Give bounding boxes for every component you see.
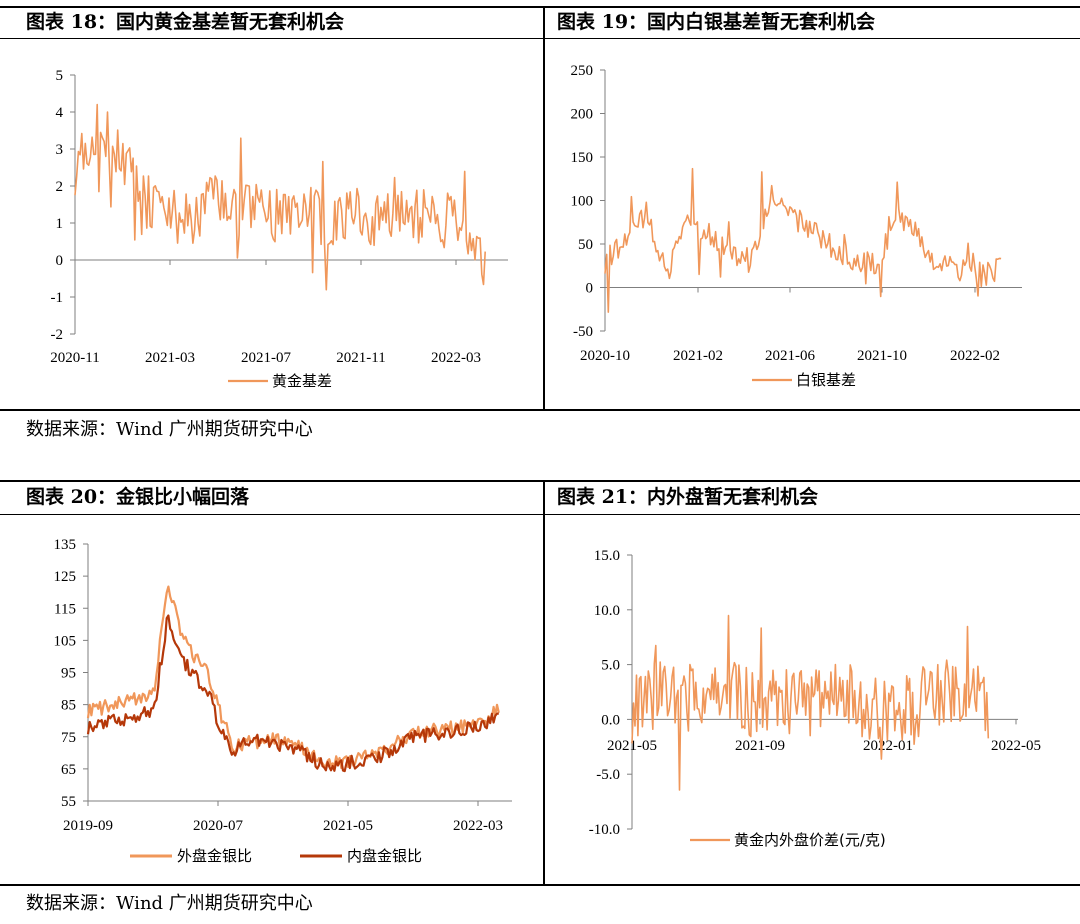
x-tick-label: 2022-03 [431, 350, 481, 366]
y-tick-label: 75 [61, 730, 76, 746]
x-tick-label: 2021-05 [607, 738, 657, 754]
row2-divider [543, 480, 545, 885]
row2-top-border [0, 480, 1080, 482]
x-tick-label: 2022-03 [453, 818, 503, 834]
row2-bottom-border [0, 884, 1080, 886]
y-tick-label: 3 [56, 142, 64, 158]
x-tick-label: 2021-10 [857, 348, 907, 364]
x-tick-label: 2022-01 [863, 738, 913, 754]
x-tick-label: 2019-09 [63, 818, 113, 834]
x-tick-label: 2021-11 [336, 350, 385, 366]
panel-title-21: 图表 21：内外盘暂无套利机会 [557, 486, 819, 508]
y-tick-label: 15.0 [594, 548, 620, 564]
y-tick-label: 0 [56, 253, 64, 269]
x-tick-label: 2021-07 [241, 350, 291, 366]
y-tick-label: 10.0 [594, 603, 620, 619]
y-tick-label: -2 [51, 327, 64, 343]
x-tick-label: 2021-09 [735, 738, 785, 754]
y-tick-label: 5.0 [601, 658, 620, 674]
data-source-note: 数据来源：Wind 广州期货研究中心 [26, 893, 313, 914]
y-tick-label: 250 [571, 63, 594, 79]
data-source-note: 数据来源：Wind 广州期货研究中心 [26, 419, 313, 440]
series-line-2 [86, 614, 499, 773]
x-tick-label: 2020-10 [580, 348, 630, 364]
y-tick-label: 5 [56, 68, 64, 84]
y-tick-label: -10.0 [589, 822, 620, 838]
y-tick-label: 105 [54, 633, 77, 649]
panel-title-20: 图表 20：金银比小幅回落 [26, 486, 250, 508]
y-tick-label: 50 [578, 237, 593, 253]
y-tick-label: 0.0 [601, 712, 620, 728]
y-tick-label: 4 [56, 105, 64, 121]
y-tick-label: 200 [571, 107, 594, 123]
y-tick-label: 55 [61, 794, 76, 810]
y-tick-label: 150 [571, 150, 594, 166]
row1-divider [543, 6, 545, 410]
series-line-1 [631, 614, 990, 791]
x-tick-label: 2021-02 [673, 348, 723, 364]
y-tick-label: 65 [61, 762, 76, 778]
y-tick-label: 2 [56, 179, 64, 195]
top-border [0, 6, 1080, 8]
row1-bottom-border [0, 409, 1080, 411]
panel-title-18: 图表 18：国内黄金基差暂无套利机会 [26, 11, 345, 33]
legend-label: 外盘金银比 [177, 847, 252, 865]
x-tick-label: 2022-05 [991, 738, 1041, 754]
x-tick-label: 2022-02 [950, 348, 1000, 364]
row2-title-underline [0, 514, 1080, 515]
series-line-1 [74, 103, 486, 291]
series-line-1 [86, 585, 500, 770]
panel-title-19: 图表 19：国内白银基差暂无套利机会 [557, 11, 876, 33]
y-tick-label: 100 [571, 194, 594, 210]
legend-label: 黄金内外盘价差(元/克) [734, 831, 886, 849]
series-line-1 [604, 167, 1002, 313]
x-tick-label: 2020-11 [50, 350, 99, 366]
y-tick-label: -1 [51, 290, 64, 306]
x-tick-label: 2020-07 [193, 818, 243, 834]
legend-label: 白银基差 [796, 371, 856, 389]
y-tick-label: 135 [54, 537, 77, 553]
legend-label: 内盘金银比 [347, 847, 422, 865]
y-tick-label: -5.0 [596, 767, 620, 783]
y-tick-label: 0 [586, 281, 594, 297]
row1-title-underline [0, 38, 1080, 39]
y-tick-label: 115 [54, 601, 76, 617]
y-tick-label: 95 [61, 666, 76, 682]
x-tick-label: 2021-05 [323, 818, 373, 834]
x-tick-label: 2021-03 [145, 350, 195, 366]
y-tick-label: 125 [54, 569, 77, 585]
y-tick-label: 85 [61, 698, 76, 714]
y-tick-label: -50 [573, 324, 593, 340]
x-tick-label: 2021-06 [765, 348, 815, 364]
y-tick-label: 1 [56, 216, 64, 232]
legend-label: 黄金基差 [272, 372, 332, 390]
